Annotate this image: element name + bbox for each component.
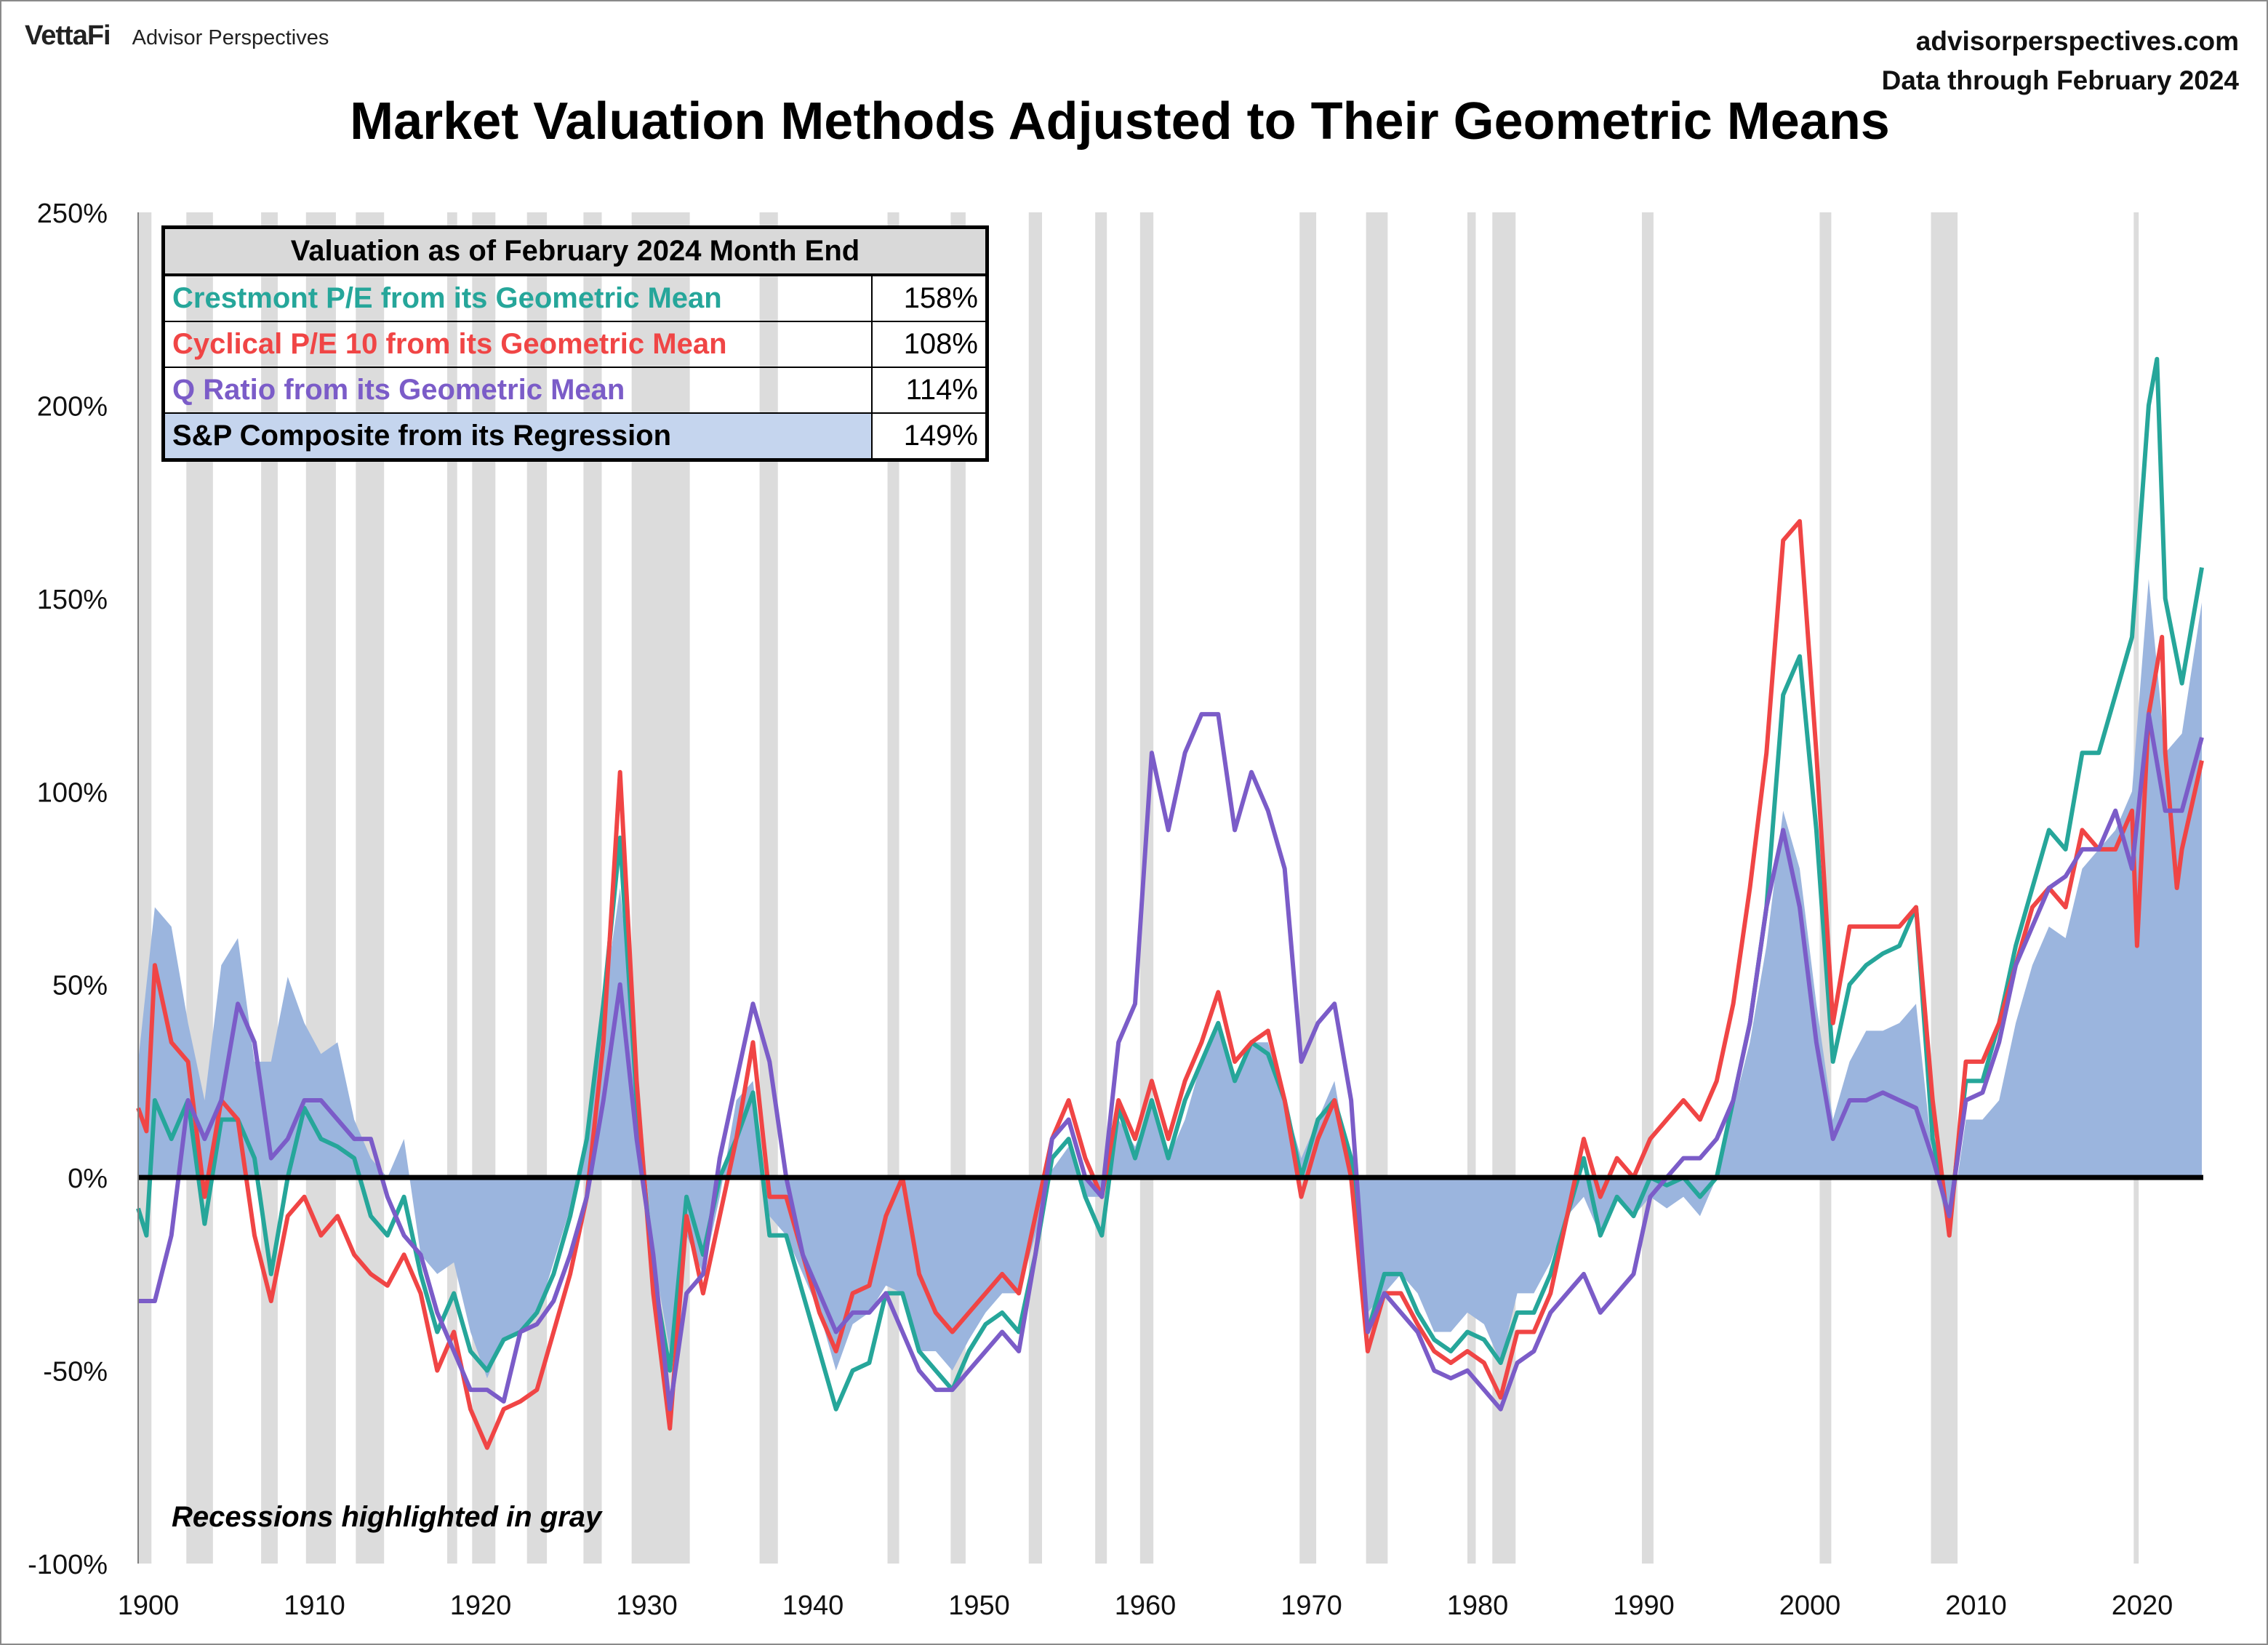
x-tick-label: 1970 bbox=[1281, 1590, 1342, 1621]
x-tick-label: 1910 bbox=[284, 1590, 345, 1621]
recession-band bbox=[1931, 212, 1958, 1564]
valuation-row-qratio: Q Ratio from its Geometric Mean 114% bbox=[162, 367, 988, 414]
recession-band bbox=[1366, 212, 1388, 1564]
valuation-value-sp-composite: 149% bbox=[871, 412, 988, 461]
chart-title: Market Valuation Methods Adjusted to The… bbox=[350, 92, 1890, 151]
vettafi-logo: VettaFi bbox=[25, 20, 111, 51]
valuation-label-qratio: Q Ratio from its Geometric Mean bbox=[162, 367, 873, 414]
x-tick-label: 2020 bbox=[2112, 1590, 2173, 1621]
valuation-label-pe10: Cyclical P/E 10 from its Geometric Mean bbox=[162, 321, 873, 368]
y-tick-label: -100% bbox=[28, 1550, 108, 1580]
y-tick-label: 150% bbox=[37, 585, 108, 615]
series-line-q-ratio-from-its-geometric-mean bbox=[138, 712, 2204, 1412]
data-through-note: Data through February 2024 bbox=[1881, 65, 2239, 95]
x-tick-label: 1980 bbox=[1447, 1590, 1509, 1621]
recessions-note: Recessions highlighted in gray bbox=[172, 1501, 602, 1533]
recession-band bbox=[1641, 212, 1654, 1564]
recession-band bbox=[1095, 212, 1107, 1564]
y-tick-label: 0% bbox=[68, 1164, 108, 1194]
valuation-label-sp-composite: S&P Composite from its Regression bbox=[162, 412, 873, 461]
x-tick-label: 1930 bbox=[616, 1590, 678, 1621]
x-tick-label: 2000 bbox=[1779, 1590, 1841, 1621]
recession-band bbox=[1139, 212, 1154, 1564]
recession-band bbox=[138, 212, 152, 1564]
brand: VettaFi Advisor Perspectives bbox=[25, 20, 329, 52]
x-tick-label: 1990 bbox=[1613, 1590, 1675, 1621]
valuation-row-sp-composite: S&P Composite from its Regression 149% bbox=[162, 412, 988, 461]
valuation-table: Valuation as of February 2024 Month End … bbox=[161, 225, 989, 462]
x-tick-label: 1920 bbox=[450, 1590, 512, 1621]
x-tick-label: 2010 bbox=[1945, 1590, 2007, 1621]
recession-band bbox=[1467, 212, 1476, 1564]
x-axis-ticks: 1900 1910 1920 1930 1940 1950 1960 1970 1980 1990… bbox=[118, 1590, 2173, 1621]
valuation-row-pe10: Cyclical P/E 10 from its Geometric Mean … bbox=[162, 321, 988, 368]
valuation-label-crestmont: Crestmont P/E from its Geometric Mean bbox=[162, 274, 873, 322]
y-tick-label: 250% bbox=[37, 199, 108, 229]
y-tick-label: 100% bbox=[37, 777, 108, 808]
recession-band bbox=[1299, 212, 1317, 1564]
recession-band bbox=[1028, 212, 1043, 1564]
brand-subtitle: Advisor Perspectives bbox=[132, 26, 329, 49]
x-tick-label: 1950 bbox=[948, 1590, 1010, 1621]
y-tick-label: 200% bbox=[37, 391, 108, 422]
valuation-value-crestmont: 158% bbox=[871, 274, 988, 322]
valuation-table-header-row: Valuation as of February 2024 Month End bbox=[162, 226, 988, 276]
valuation-table-header: Valuation as of February 2024 Month End bbox=[162, 226, 988, 276]
x-tick-label: 1900 bbox=[118, 1590, 180, 1621]
y-tick-label: -50% bbox=[43, 1357, 108, 1388]
valuation-row-crestmont: Crestmont P/E from its Geometric Mean 15… bbox=[162, 274, 988, 322]
x-tick-label: 1940 bbox=[782, 1590, 844, 1621]
site-url: advisorperspectives.com bbox=[1915, 26, 2239, 56]
valuation-value-qratio: 114% bbox=[871, 367, 988, 414]
series-lines-layer bbox=[136, 356, 2204, 1450]
series-line-cyclical-p-e-10-from-its-geometric-mean bbox=[136, 519, 2204, 1450]
y-axis-ticks: -100% -50% 0% 50% 100% 150% 200% 250% bbox=[28, 199, 108, 1580]
x-tick-label: 1960 bbox=[1115, 1590, 1177, 1621]
y-tick-label: 50% bbox=[52, 971, 108, 1001]
valuation-value-pe10: 108% bbox=[871, 321, 988, 368]
series-line-crestmont-p-e-from-its-geometric-mean bbox=[136, 356, 2204, 1412]
